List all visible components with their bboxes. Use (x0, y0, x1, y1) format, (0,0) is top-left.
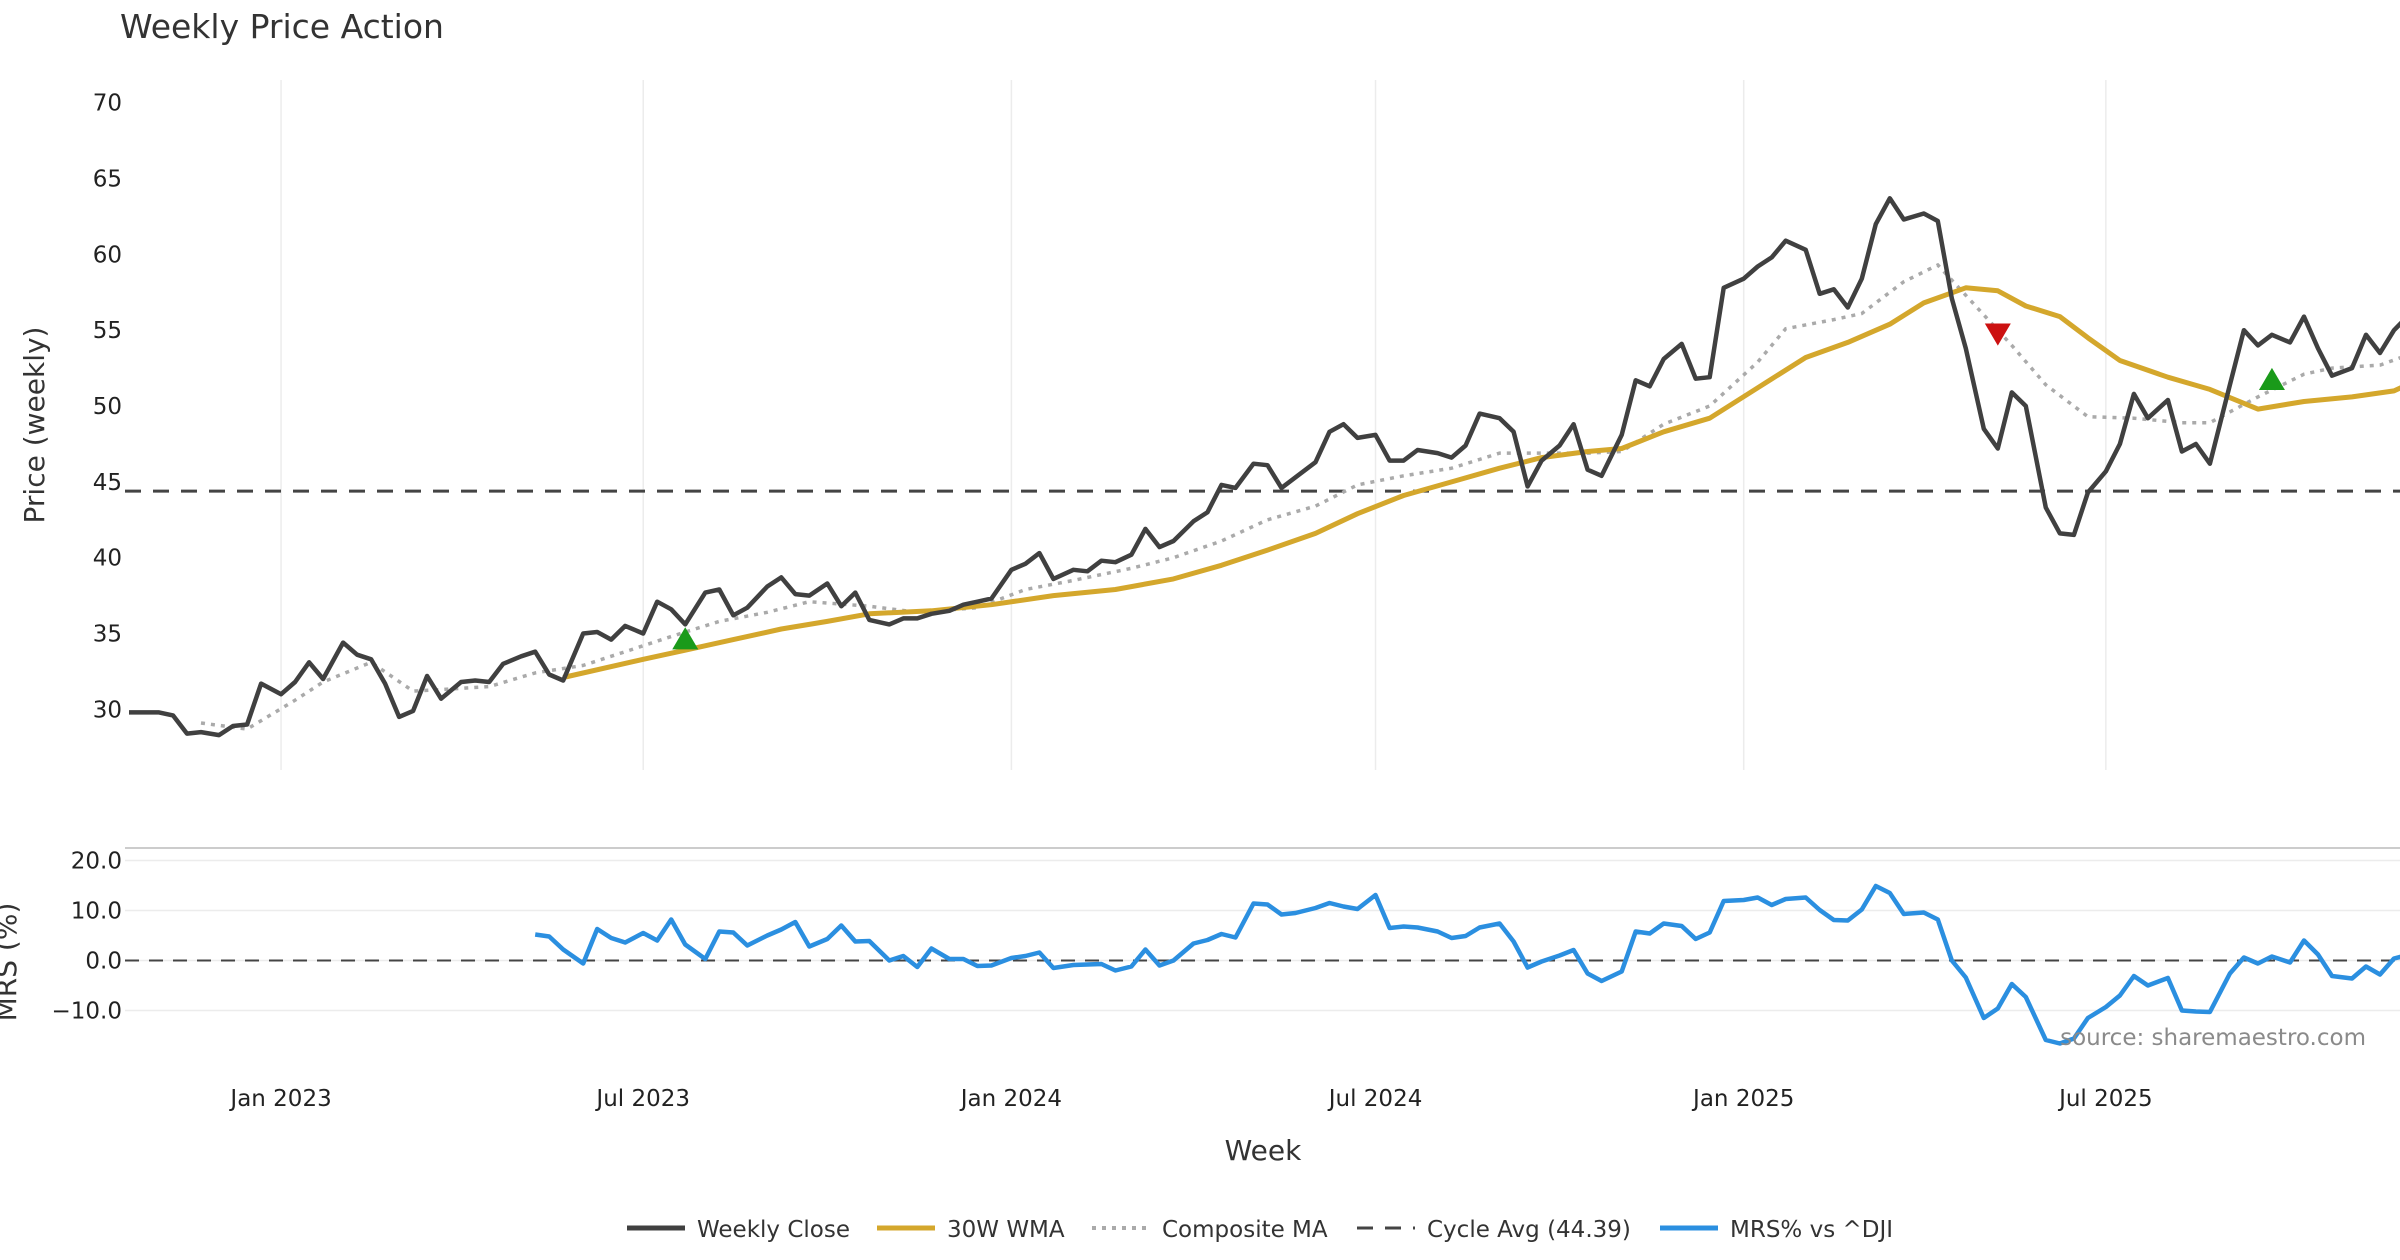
mrs-tick-label: 20.0 (71, 849, 122, 875)
buy-signal-marker (2258, 367, 2285, 391)
x-tick-label: Jul 2025 (2057, 1086, 2153, 1112)
sell-signal-marker (1984, 323, 2011, 346)
price-tick-label: 55 (93, 318, 122, 344)
price-tick-label: 50 (93, 394, 122, 420)
price-tick-label: 40 (93, 546, 122, 572)
wma-line (562, 285, 2400, 680)
legend-composite-label: Composite MA (1162, 1217, 1328, 1243)
x-tick-label: Jan 2025 (1691, 1086, 1794, 1112)
mrs-panel: −10.0 0.0 10.0 20.0 (52, 847, 2400, 1046)
legend-mrs-label: MRS% vs ^DJI (1730, 1217, 1893, 1243)
source-note: source: sharemaestro.com (2060, 1025, 2366, 1051)
mrs-tick-label: 10.0 (71, 899, 122, 925)
price-tick-label: 65 (93, 167, 122, 193)
x-axis-label: Week (1225, 1134, 1302, 1167)
mrs-axis-label: MRS (%) (0, 903, 23, 1022)
price-axis-label: Price (weekly) (18, 327, 51, 524)
mrs-tick-label: 0.0 (85, 949, 122, 975)
price-tick-label: 45 (93, 470, 122, 496)
price-tick-label: 30 (93, 697, 122, 723)
x-tick-label: Jul 2023 (594, 1086, 690, 1112)
price-tick-label: 70 (93, 91, 122, 117)
price-panel: 30 35 40 45 50 55 60 65 70 (93, 80, 2400, 770)
mrs-tick-label: −10.0 (52, 999, 122, 1025)
x-axis: Jan 2023 Jul 2023 Jan 2024 Jul 2024 Jan 2025… (228, 1086, 2152, 1112)
price-tick-label: 60 (93, 242, 122, 268)
legend: Weekly Close 30W WMA Composite MA Cycle … (627, 1217, 1893, 1243)
chart-title: Weekly Price Action (120, 7, 444, 46)
x-tick-label: Jan 2023 (228, 1086, 331, 1112)
composite-ma-line (200, 262, 2400, 731)
legend-cycle-label: Cycle Avg (44.39) (1427, 1217, 1631, 1243)
x-tick-label: Jul 2024 (1327, 1086, 1423, 1112)
x-tick-label: Jan 2024 (959, 1086, 1062, 1112)
buy-signal-marker (672, 627, 699, 650)
legend-wma-label: 30W WMA (947, 1217, 1065, 1243)
weekly-close-line (129, 196, 2400, 738)
mrs-line (534, 883, 2400, 1046)
legend-close-label: Weekly Close (697, 1217, 850, 1243)
price-tick-label: 35 (93, 622, 122, 648)
